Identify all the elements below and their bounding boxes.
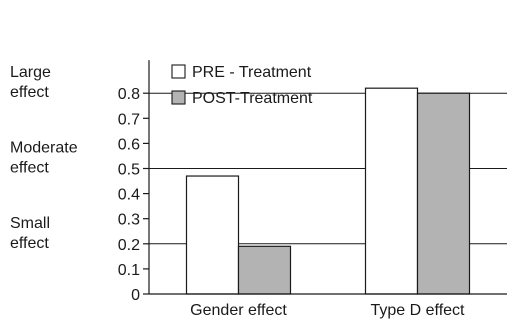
y-tick-label: 0.7 [118, 111, 140, 128]
y-tick-label: 0 [131, 287, 140, 304]
bar-pre [364, 87, 419, 295]
effect-size-label: Small effect [10, 215, 50, 252]
x-axis-category-labels: Gender effect Type D effect [190, 302, 465, 319]
legend-label: POST-Treatment [192, 90, 313, 107]
effect-size-label: Large effect [10, 64, 51, 101]
legend-swatch [171, 64, 186, 79]
y-tick-label: 0.1 [118, 262, 140, 279]
y-tick-label: 0.6 [118, 136, 140, 153]
bar-post [237, 245, 292, 295]
y-tick-label: 0.5 [118, 162, 140, 179]
bars [185, 87, 471, 295]
axes [148, 60, 507, 295]
legend-label: PRE - Treatment [192, 64, 312, 81]
bar-pre [185, 175, 240, 295]
y-tick-label: 0.8 [118, 86, 140, 103]
y-tick-label: 0.2 [118, 237, 140, 254]
x-category-label: Type D effect [371, 302, 466, 319]
x-category-label: Gender effect [190, 302, 287, 319]
bar-post [416, 92, 471, 295]
y-tick-label: 0.3 [118, 212, 140, 229]
legend: PRE - Treatment POST-Treatment [171, 64, 313, 107]
y-tick-label: 0.4 [118, 187, 140, 204]
effect-size-labels: Small effect Moderate effect Large effect [10, 64, 78, 252]
effect-size-label: Moderate effect [10, 140, 78, 177]
legend-swatch [171, 90, 186, 105]
y-axis-ticks: 0 0.1 0.2 0.3 0.4 0.5 0.6 0.7 0.8 [118, 86, 149, 304]
